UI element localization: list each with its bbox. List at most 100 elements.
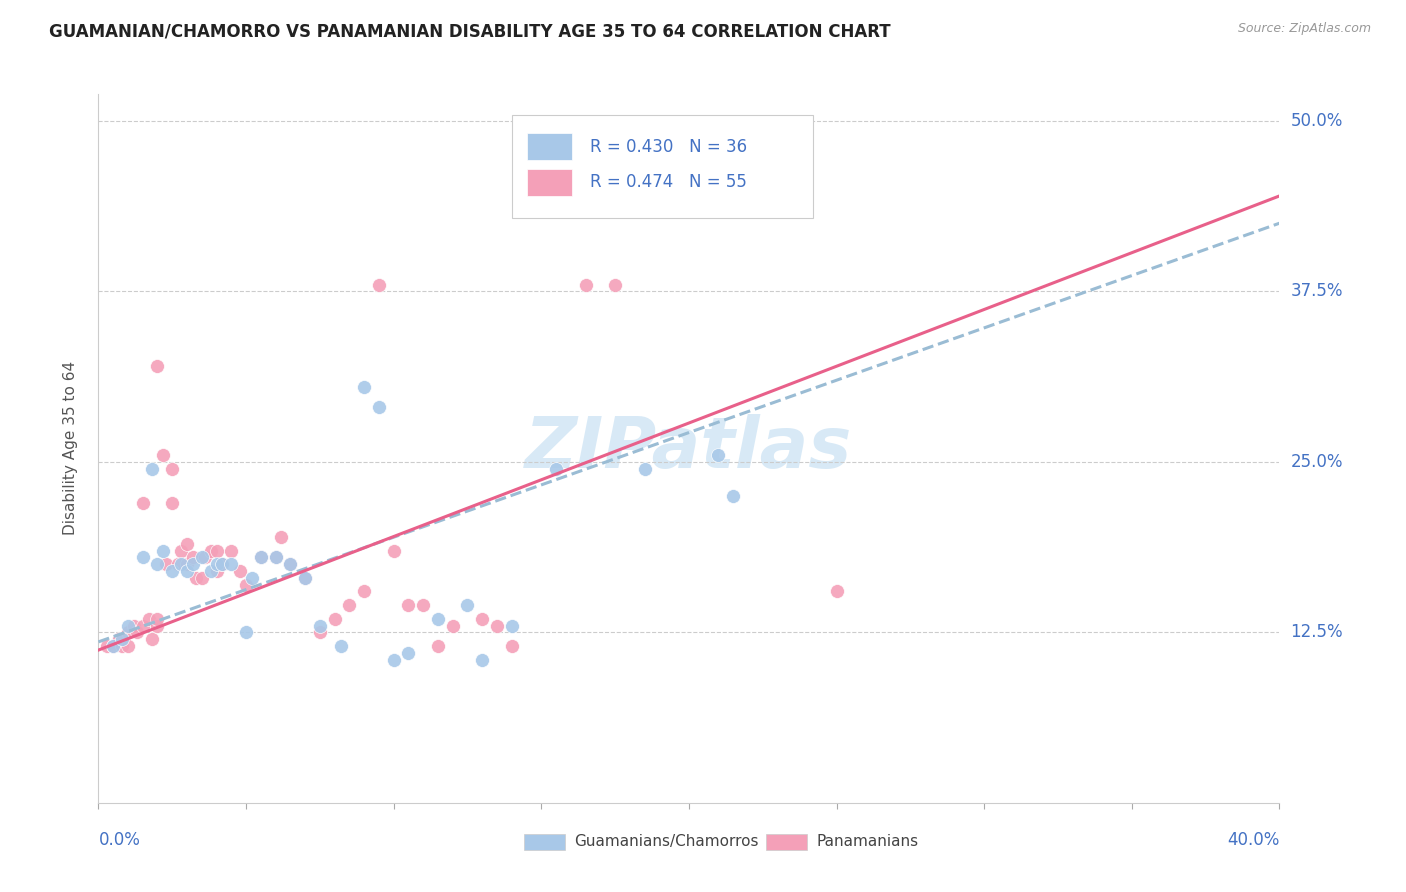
Point [205, 543, 228, 558]
Point [368, 277, 391, 292]
Point [176, 537, 198, 551]
Point [122, 618, 145, 632]
Point [162, 564, 183, 578]
Point [132, 496, 155, 510]
Point [176, 557, 198, 571]
Point [575, 277, 598, 292]
Bar [527, 134, 572, 161]
Point [250, 550, 273, 565]
Point [398, 598, 420, 612]
Bar [527, 169, 572, 195]
Point [309, 618, 332, 632]
Point [200, 543, 222, 558]
Point [264, 550, 287, 565]
Point [412, 598, 434, 612]
Point [339, 598, 361, 612]
Point [250, 550, 273, 565]
Point [146, 612, 169, 626]
Point [294, 571, 316, 585]
Point [235, 625, 257, 640]
Text: 25.0%: 25.0% [1291, 453, 1343, 471]
Point [329, 639, 352, 653]
Point [486, 618, 509, 632]
Text: 12.5%: 12.5% [1291, 624, 1343, 641]
Point [707, 448, 730, 462]
Point [457, 598, 479, 612]
Point [111, 632, 134, 647]
Point [103, 639, 125, 653]
Text: R = 0.430   N = 36: R = 0.430 N = 36 [589, 138, 747, 156]
Point [398, 646, 420, 660]
Point [181, 550, 204, 565]
Point [170, 557, 193, 571]
Text: R = 0.474   N = 55: R = 0.474 N = 55 [589, 173, 747, 191]
Point [546, 461, 568, 475]
Point [382, 652, 405, 666]
Point [221, 557, 243, 571]
Point [501, 618, 523, 632]
Point [132, 618, 155, 632]
Text: 50.0%: 50.0% [1291, 112, 1343, 130]
Point [146, 557, 169, 571]
Point [471, 612, 494, 626]
Point [825, 584, 848, 599]
Point [309, 625, 332, 640]
Point [184, 571, 207, 585]
Text: GUAMANIAN/CHAMORRO VS PANAMANIAN DISABILITY AGE 35 TO 64 CORRELATION CHART: GUAMANIAN/CHAMORRO VS PANAMANIAN DISABIL… [49, 22, 891, 40]
Point [141, 632, 163, 647]
Point [146, 359, 169, 374]
Text: 37.5%: 37.5% [1291, 283, 1343, 301]
Point [125, 625, 148, 640]
Point [723, 489, 745, 503]
Bar [766, 834, 807, 849]
Point [240, 571, 263, 585]
Point [471, 652, 494, 666]
Point [353, 584, 375, 599]
Point [221, 543, 243, 558]
Text: Panamanians: Panamanians [817, 834, 920, 849]
Point [605, 277, 627, 292]
Point [191, 550, 214, 565]
Point [501, 639, 523, 653]
Point [280, 557, 302, 571]
Point [200, 564, 222, 578]
Text: Guamanians/Chamorros: Guamanians/Chamorros [575, 834, 759, 849]
Point [211, 557, 233, 571]
Point [170, 543, 193, 558]
Text: 0.0%: 0.0% [98, 830, 141, 848]
Point [427, 612, 450, 626]
Point [155, 557, 177, 571]
Point [205, 557, 228, 571]
Point [103, 639, 125, 653]
Point [194, 550, 217, 565]
Point [117, 625, 139, 640]
Point [176, 564, 198, 578]
Text: Source: ZipAtlas.com: Source: ZipAtlas.com [1237, 22, 1371, 36]
Y-axis label: Disability Age 35 to 64: Disability Age 35 to 64 [63, 361, 77, 535]
Point [146, 618, 169, 632]
Point [162, 496, 183, 510]
Point [162, 461, 183, 475]
Point [634, 461, 657, 475]
Point [382, 543, 405, 558]
FancyBboxPatch shape [512, 115, 813, 218]
Point [191, 571, 214, 585]
Point [368, 401, 391, 415]
Point [117, 618, 139, 632]
Point [152, 543, 174, 558]
Point [270, 530, 292, 544]
Point [141, 461, 163, 475]
Point [181, 557, 204, 571]
Point [167, 557, 190, 571]
Point [235, 577, 257, 591]
Text: 40.0%: 40.0% [1227, 830, 1279, 848]
Point [229, 564, 252, 578]
Point [108, 632, 131, 647]
Point [294, 571, 316, 585]
Point [280, 557, 302, 571]
Text: ZIPatlas: ZIPatlas [526, 414, 852, 483]
Point [111, 639, 134, 653]
Point [117, 639, 139, 653]
Point [205, 564, 228, 578]
Point [96, 639, 118, 653]
